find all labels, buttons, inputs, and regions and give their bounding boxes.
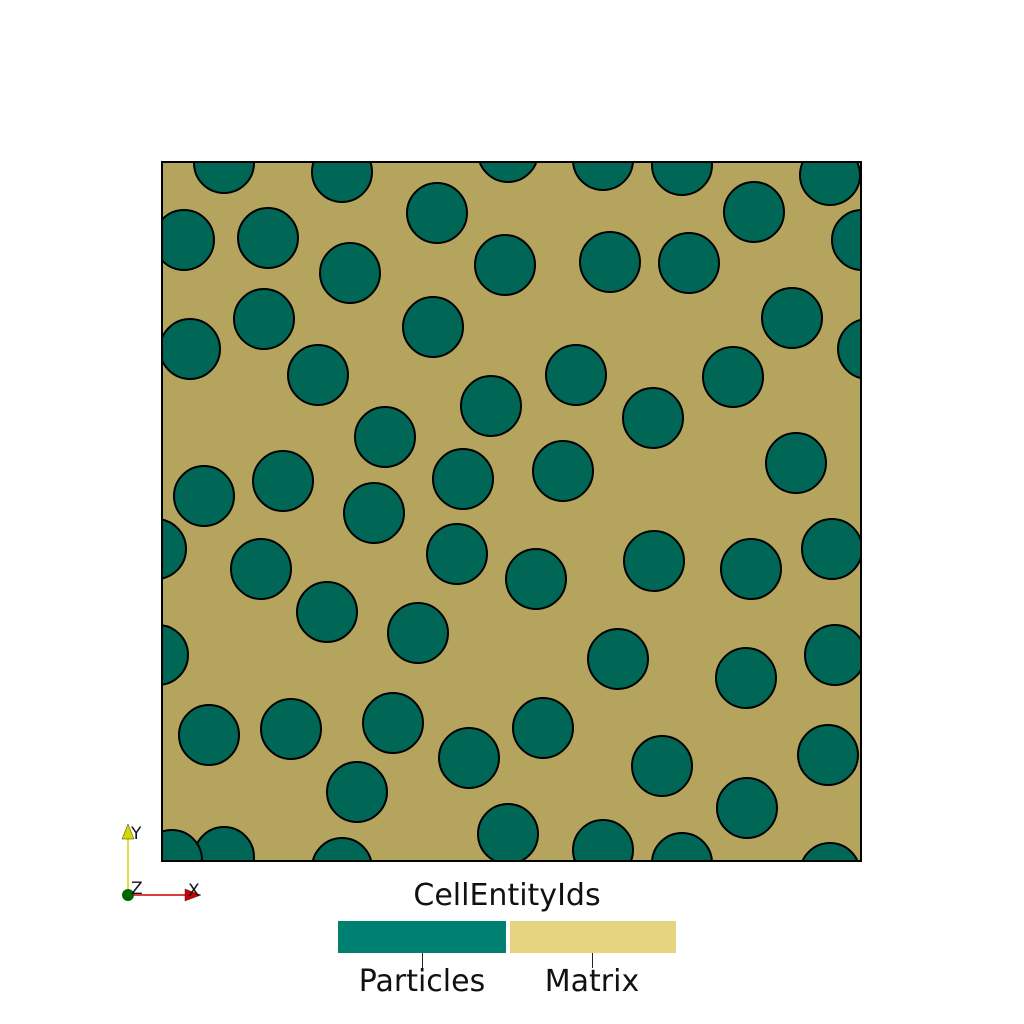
particle (311, 837, 373, 861)
particle (362, 692, 424, 754)
particle (432, 448, 494, 510)
particle (178, 704, 240, 766)
particle (801, 518, 861, 580)
particle (252, 450, 314, 512)
particle (237, 207, 299, 269)
particle (162, 624, 189, 686)
particle (326, 761, 388, 823)
legend-label-particles: Particles (358, 964, 486, 999)
particle (623, 530, 685, 592)
particle (720, 538, 782, 600)
x-axis-arrow (184, 888, 202, 902)
particle (406, 182, 468, 244)
particle (761, 287, 823, 349)
particle (193, 826, 255, 861)
particle (651, 162, 713, 196)
z-axis-label: Z (131, 879, 143, 899)
x-axis-label: X (188, 881, 200, 901)
particle (162, 209, 215, 271)
particle (799, 162, 861, 206)
legend-swatch-particles (338, 921, 506, 953)
legend-label-matrix: Matrix (544, 964, 640, 999)
particle (387, 602, 449, 664)
particle (319, 242, 381, 304)
particle (831, 209, 861, 271)
z-axis-dot (122, 889, 134, 901)
particle (658, 232, 720, 294)
particle (505, 548, 567, 610)
particle (402, 296, 464, 358)
particle (438, 727, 500, 789)
particle (233, 288, 295, 350)
particle (474, 234, 536, 296)
particle (173, 465, 235, 527)
particle (579, 231, 641, 293)
y-axis-arrow (121, 823, 135, 840)
orientation-axes: Y Z X (121, 823, 202, 902)
particle (260, 698, 322, 760)
particle (354, 406, 416, 468)
particle (512, 697, 574, 759)
particle (296, 581, 358, 643)
particle (622, 387, 684, 449)
particle (837, 318, 861, 380)
particle (587, 628, 649, 690)
particle (532, 440, 594, 502)
particle (651, 832, 713, 861)
particle (162, 518, 187, 580)
particle (801, 842, 859, 861)
legend-tick-particles (422, 953, 423, 968)
particle (162, 318, 221, 380)
legend-title: CellEntityIds (413, 878, 601, 913)
legend-tick-matrix (592, 953, 593, 968)
domain-outline (161, 161, 862, 862)
particle (311, 162, 373, 203)
particle (230, 538, 292, 600)
particle (715, 647, 777, 709)
particle (723, 181, 785, 243)
particle (545, 344, 607, 406)
particle (797, 724, 859, 786)
particles-group (162, 162, 861, 861)
particle (765, 432, 827, 494)
y-axis-label: Y (130, 824, 142, 844)
particle (572, 162, 634, 191)
particle (287, 344, 349, 406)
particle (478, 162, 538, 183)
particle (426, 523, 488, 585)
particle (477, 803, 539, 861)
particle (343, 482, 405, 544)
particle (716, 777, 778, 839)
particle (702, 346, 764, 408)
particle (460, 375, 522, 437)
legend-swatch-matrix (510, 921, 676, 953)
particle (572, 819, 634, 861)
particle (631, 735, 693, 797)
particle (804, 624, 861, 686)
